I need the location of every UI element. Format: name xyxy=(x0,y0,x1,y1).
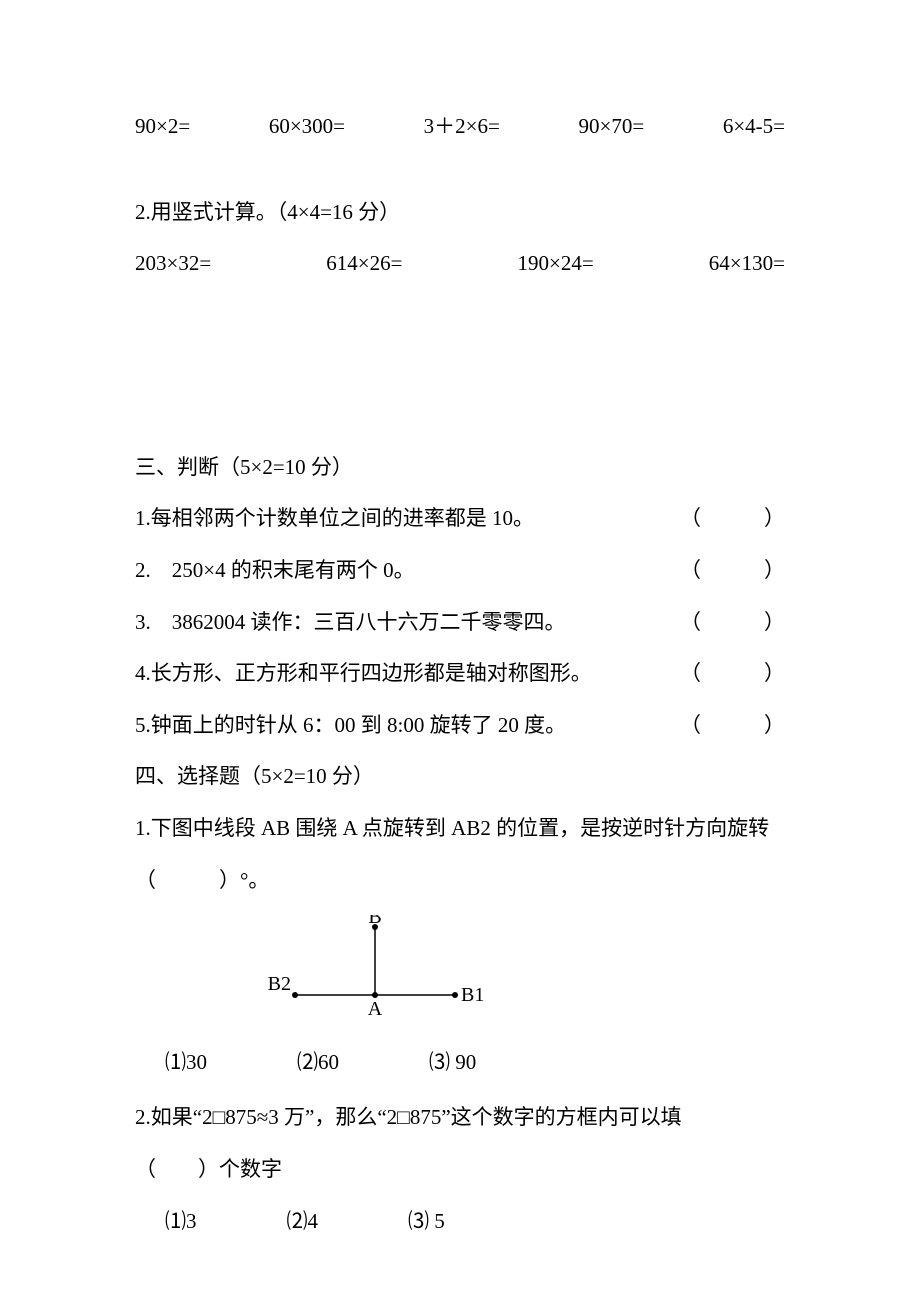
choice-q1-options: ⑴30 ⑵60 ⑶ 90 xyxy=(165,1046,785,1080)
judge-item: 4.长方形、正方形和平行四边形都是轴对称图形。 （ ） xyxy=(135,657,785,691)
judge-text: 3. 3862004 读作：三百八十六万二千零零四。 xyxy=(135,606,680,640)
judge-text: 2. 250×4 的积末尾有两个 0。 xyxy=(135,554,680,588)
label-A: A xyxy=(368,998,383,1020)
label-B2: B2 xyxy=(268,973,291,995)
expr: 3＋2×6= xyxy=(424,110,500,144)
judge-text: 5.钟面上的时针从 6：00 到 8:00 旋转了 20 度。 xyxy=(135,709,680,743)
judge-section: 三、判断（5×2=10 分） 1.每相邻两个计数单位之间的进率都是 10。 （ … xyxy=(135,451,785,743)
label-B: B xyxy=(368,915,381,928)
choice-q1-line1: 1.下图中线段 AB 围绕 A 点旋转到 AB2 的位置，是按逆时针方向旋转 xyxy=(135,812,785,846)
choice-q2-options: ⑴3 ⑵4 ⑶ 5 xyxy=(165,1205,785,1239)
mental-math-row: 90×2= 60×300= 3＋2×6= 90×70= 6×4-5= xyxy=(135,110,785,144)
option: ⑴30 xyxy=(165,1046,207,1080)
option: ⑶ 90 xyxy=(429,1046,476,1080)
judge-item: 5.钟面上的时针从 6：00 到 8:00 旋转了 20 度。 （ ） xyxy=(135,709,785,743)
option: ⑴3 xyxy=(165,1205,197,1239)
option: ⑶ 5 xyxy=(408,1205,445,1239)
judge-text: 1.每相邻两个计数单位之间的进率都是 10。 xyxy=(135,502,680,536)
choice-title: 四、选择题（5×2=10 分） xyxy=(135,760,785,794)
vertical-title: 2.用竖式计算。（4×4=16 分） xyxy=(135,196,785,230)
paren-blank: （ ） xyxy=(680,657,785,691)
choice-q1-line2: （ ）°。 xyxy=(135,864,785,898)
expr: 190×24= xyxy=(518,247,594,281)
paren-blank: （ ） xyxy=(680,502,785,536)
expr: 614×26= xyxy=(326,247,402,281)
vertical-section: 2.用竖式计算。（4×4=16 分） 203×32= 614×26= 190×2… xyxy=(135,196,785,281)
judge-item: 1.每相邻两个计数单位之间的进率都是 10。 （ ） xyxy=(135,502,785,536)
paren-blank: （ ） xyxy=(680,554,785,588)
choice-section: 四、选择题（5×2=10 分） 1.下图中线段 AB 围绕 A 点旋转到 AB2… xyxy=(135,760,785,1238)
label-B1: B1 xyxy=(461,984,484,1006)
vertical-row: 203×32= 614×26= 190×24= 64×130= xyxy=(135,247,785,281)
expr: 90×70= xyxy=(578,110,644,144)
expr: 60×300= xyxy=(269,110,345,144)
expr: 64×130= xyxy=(709,247,785,281)
paren-blank: （ ） xyxy=(680,709,785,743)
option: ⑵60 xyxy=(297,1046,339,1080)
expr: 90×2= xyxy=(135,110,190,144)
judge-title: 三、判断（5×2=10 分） xyxy=(135,451,785,485)
judge-text: 4.长方形、正方形和平行四边形都是轴对称图形。 xyxy=(135,657,680,691)
choice-q2-line2: （ ）个数字 xyxy=(135,1153,785,1187)
judge-item: 3. 3862004 读作：三百八十六万二千零零四。 （ ） xyxy=(135,606,785,640)
expr: 203×32= xyxy=(135,247,211,281)
paren-blank: （ ） xyxy=(680,606,785,640)
judge-item: 2. 250×4 的积末尾有两个 0。 （ ） xyxy=(135,554,785,588)
choice-q2-line1: 2.如果“2□875≈3 万”，那么“2□875”这个数字的方框内可以填 xyxy=(135,1101,785,1135)
option: ⑵4 xyxy=(287,1205,319,1239)
expr: 6×4-5= xyxy=(723,110,785,144)
rotation-diagram: B B2 B1 A xyxy=(265,915,785,1036)
